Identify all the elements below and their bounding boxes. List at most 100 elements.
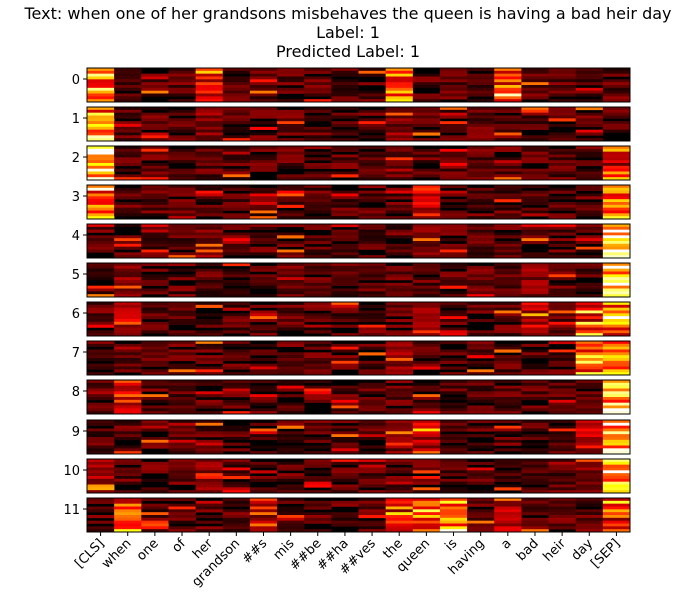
heatmap-cell (331, 190, 359, 194)
heatmap-cell (277, 360, 305, 364)
heatmap-cell (548, 461, 576, 465)
heatmap-cell (494, 313, 522, 317)
heatmap-cell (439, 157, 468, 161)
heatmap-cell (222, 473, 251, 477)
heatmap-cell (575, 349, 604, 353)
heatmap-cell (249, 70, 278, 74)
heatmap-cell (439, 249, 468, 253)
heatmap-cell (331, 146, 359, 150)
heatmap-cell (602, 358, 631, 362)
heatmap-cell (277, 87, 305, 91)
heatmap-cell (249, 202, 278, 206)
heatmap-cell (412, 190, 441, 194)
heatmap-cell (141, 372, 169, 376)
heatmap-cell (412, 310, 441, 314)
heatmap-cell (304, 202, 332, 206)
heatmap-cell (358, 68, 386, 72)
heatmap-cell (521, 224, 549, 228)
heatmap-cell (494, 363, 522, 367)
heatmap-cell (87, 349, 115, 353)
heatmap-cell (412, 226, 441, 230)
heatmap-cell (222, 500, 251, 504)
heatmap-cell (168, 428, 196, 432)
heatmap-cell (358, 369, 386, 373)
heatmap-cell (602, 346, 631, 350)
heatmap-cell (521, 126, 549, 130)
heatmap-cell (249, 109, 278, 113)
heatmap-cell (277, 235, 305, 239)
heatmap-cell (331, 204, 359, 208)
heatmap-cell (521, 193, 549, 197)
heatmap-cell (412, 210, 441, 214)
heatmap-cell (602, 291, 631, 295)
heatmap-cell (602, 509, 631, 513)
heatmap-cell (521, 241, 549, 245)
heatmap-cell (222, 498, 251, 502)
heatmap-cell (141, 428, 169, 432)
heatmap-cell (249, 112, 278, 116)
heatmap-cell (439, 445, 468, 449)
heatmap-cell (141, 126, 169, 130)
heatmap-cell (304, 512, 332, 516)
heatmap-cell (249, 163, 278, 167)
heatmap-cell (277, 138, 305, 142)
heatmap-cell (87, 210, 115, 214)
heatmap-cell (385, 121, 414, 125)
heatmap-cell (358, 503, 386, 507)
heatmap-cell (575, 425, 604, 429)
row-label: 3 (72, 190, 80, 205)
heatmap-cell (602, 210, 631, 214)
heatmap-cell (548, 285, 576, 289)
heatmap-cell (114, 459, 142, 463)
heatmap-cell (412, 512, 441, 516)
heatmap-cell (494, 174, 522, 178)
heatmap-cell (602, 193, 631, 197)
heatmap-cell (304, 265, 332, 269)
heatmap-cell (249, 500, 278, 504)
heatmap-cell (521, 148, 549, 152)
heatmap-cell (87, 263, 115, 267)
heatmap-cell (304, 445, 332, 449)
heatmap-cell (141, 307, 169, 311)
heatmap-cell (412, 241, 441, 245)
heatmap-cell (521, 324, 549, 328)
heatmap-cell (602, 517, 631, 521)
heatmap-cell (358, 509, 386, 513)
heatmap-cell (331, 385, 359, 389)
heatmap-cell (439, 171, 468, 175)
heatmap-cell (575, 437, 604, 441)
heatmap-cell (141, 138, 169, 142)
x-tick-label: is (442, 536, 460, 554)
heatmap-cell (494, 500, 522, 504)
heatmap-cell (195, 163, 224, 167)
heatmap-cell (521, 265, 549, 269)
heatmap-cell (385, 235, 414, 239)
heatmap-cell (548, 380, 576, 384)
heatmap-cell (168, 277, 196, 281)
heatmap-cell (412, 224, 441, 228)
heatmap-cell (385, 87, 414, 91)
heatmap-cell (277, 185, 305, 189)
heatmap-cell (602, 73, 631, 77)
heatmap-cell (548, 319, 576, 323)
heatmap-cell (575, 431, 604, 435)
heatmap-cell (222, 115, 251, 119)
heatmap-cell (195, 442, 224, 446)
heatmap-cell (385, 498, 414, 502)
heatmap-cell (412, 349, 441, 353)
heatmap-cell (521, 307, 549, 311)
heatmap-cell (114, 107, 142, 111)
heatmap-cell (114, 394, 142, 398)
heatmap-cell (222, 461, 251, 465)
heatmap-cell (439, 112, 468, 116)
heatmap-cell (385, 302, 414, 306)
heatmap-cell (114, 481, 142, 485)
heatmap-cell (548, 391, 576, 395)
heatmap-cell (304, 79, 332, 83)
heatmap-cell (114, 252, 142, 256)
heatmap-cell (87, 68, 115, 72)
heatmap-cell (494, 193, 522, 197)
heatmap-cell (249, 363, 278, 367)
heatmap-cell (304, 341, 332, 345)
heatmap-cell (575, 121, 604, 125)
